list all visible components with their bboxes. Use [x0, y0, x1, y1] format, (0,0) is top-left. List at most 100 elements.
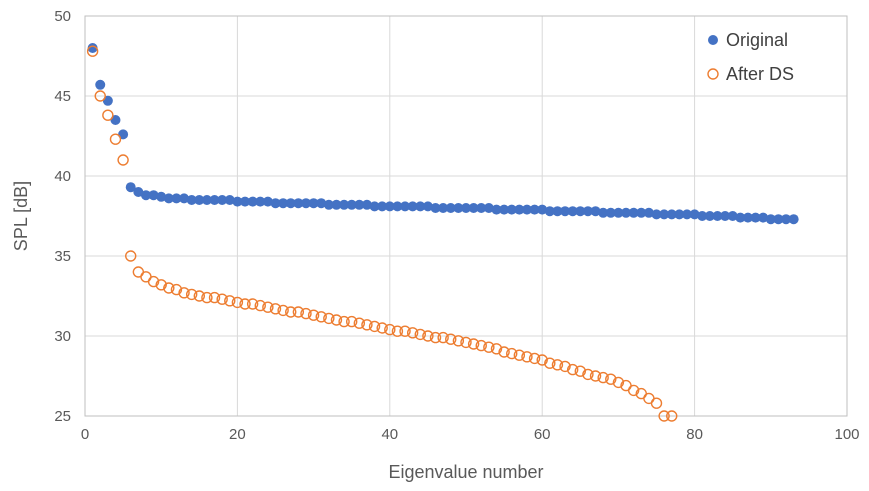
after-ds-point [368, 320, 381, 333]
original-point [758, 212, 769, 223]
original-point [506, 204, 517, 215]
original-point [407, 201, 418, 212]
original-point [514, 204, 525, 215]
after-ds-point [94, 90, 106, 102]
original-point [308, 198, 319, 209]
original-point [476, 203, 487, 213]
x-tick-label: 100 [834, 426, 859, 443]
original-point [529, 204, 540, 215]
original-point [278, 198, 289, 209]
x-tick-label: 20 [229, 426, 246, 443]
after-ds-point [467, 338, 480, 350]
x-tick-label: 40 [381, 426, 398, 443]
y-tick-label: 45 [54, 88, 71, 105]
data-series [86, 43, 799, 422]
after-ds-point [483, 341, 495, 353]
after-ds-point [353, 317, 366, 329]
original-point [354, 199, 365, 210]
after-ds-point [384, 323, 396, 336]
after-ds-point [605, 373, 617, 385]
original-point [712, 211, 723, 221]
original-point [499, 204, 510, 215]
after-ds-point [460, 336, 472, 349]
after-ds-point [346, 315, 358, 328]
original-point [293, 198, 304, 209]
after-ds-point [445, 333, 457, 345]
original-point [377, 201, 388, 212]
after-ds-point [307, 309, 320, 321]
original-point [704, 211, 715, 221]
after-ds-point [239, 298, 251, 310]
after-ds-point [125, 250, 137, 262]
original-point [750, 212, 761, 223]
after-ds-point [330, 314, 343, 326]
original-point [544, 206, 555, 217]
after-ds-point [361, 319, 373, 331]
y-tick-label: 35 [54, 248, 71, 265]
original-point [87, 43, 98, 53]
original-point [300, 198, 311, 209]
original-point [217, 195, 228, 205]
original-point [445, 203, 456, 213]
after-ds-point [86, 45, 99, 57]
after-ds-point [147, 275, 160, 288]
after-ds-point [231, 296, 244, 309]
original-point [316, 198, 327, 209]
after-ds-point [338, 315, 350, 328]
original-point [643, 207, 654, 218]
original-point [567, 206, 578, 217]
original-point [422, 201, 433, 212]
original-point [163, 193, 174, 204]
y-axis-title: SPL [dB] [11, 181, 31, 251]
original-point [148, 190, 159, 201]
after-ds-point [193, 290, 206, 302]
original-point [613, 207, 624, 218]
after-ds-point [650, 397, 663, 409]
original-point [521, 204, 532, 215]
after-ds-point [574, 365, 586, 377]
after-ds-point [582, 368, 594, 381]
after-ds-point [117, 154, 129, 166]
original-point [605, 207, 616, 218]
original-point [285, 198, 296, 209]
original-point [598, 207, 609, 218]
series-after-ds [86, 45, 678, 422]
original-point [735, 212, 746, 223]
after-ds-point [246, 298, 259, 310]
after-ds-point [627, 384, 640, 397]
original-point [659, 209, 670, 220]
original-point [560, 206, 571, 217]
after-ds-point [612, 376, 625, 389]
after-ds-point [262, 301, 274, 313]
original-point [666, 209, 677, 220]
original-point [224, 195, 235, 205]
original-point [384, 201, 395, 212]
original-point [689, 209, 700, 220]
original-point [186, 195, 197, 205]
after-ds-point [323, 312, 335, 325]
after-ds-point [406, 327, 419, 339]
after-ds-point [658, 410, 670, 422]
after-ds-point [109, 133, 122, 145]
after-ds-point [224, 295, 236, 307]
original-point [125, 182, 136, 193]
tick-labels: 0 20 40 60 80 100 25 30 35 40 45 50 [54, 8, 859, 443]
after-ds-point [559, 360, 571, 373]
x-axis-title: Eigenvalue number [388, 462, 543, 482]
original-point [491, 204, 502, 215]
original-point [628, 207, 639, 218]
original-point [742, 212, 753, 223]
original-point [323, 199, 334, 210]
legend-marker-original [708, 35, 718, 45]
original-point [651, 209, 662, 220]
original-point [552, 206, 563, 217]
x-tick-label: 80 [686, 426, 703, 443]
after-ds-point [208, 291, 221, 304]
after-ds-point [399, 325, 411, 337]
original-point [369, 201, 380, 212]
original-point [232, 196, 243, 207]
original-point [209, 195, 220, 205]
y-tick-label: 40 [54, 168, 71, 185]
after-ds-point [391, 325, 404, 337]
